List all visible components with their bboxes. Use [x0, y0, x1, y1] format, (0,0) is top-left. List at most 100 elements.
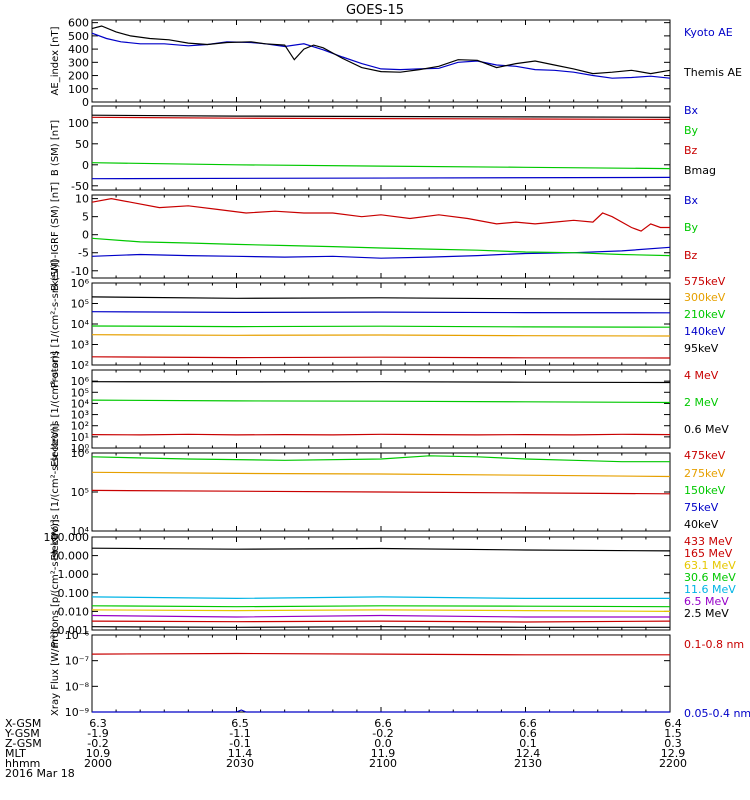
y-tick-label: 10⁶ [71, 277, 90, 290]
legend-entry: Bx [684, 104, 699, 117]
y-tick-label: 10⁵ [71, 386, 89, 399]
y-tick-label: 10⁻⁹ [65, 706, 89, 719]
y-axis-label: Electrons [1/(cm²-s-sr-keV)] [50, 423, 61, 560]
series-line-themis-ae [91, 25, 671, 75]
y-tick-label: 500 [68, 30, 89, 43]
y-tick-label: 10¹ [71, 431, 89, 444]
footer-row-label: X-GSM [5, 717, 41, 730]
footer-value: -1.1 [229, 727, 250, 740]
footer-value: 11.9 [371, 747, 396, 760]
footer-value: 6.3 [89, 717, 107, 730]
series-line-by [91, 237, 671, 257]
legend-entry: By [684, 221, 699, 234]
footer-row-label: hhmm [5, 757, 40, 770]
footer-row-label: Y-GSM [4, 727, 40, 740]
series-line-bx [91, 176, 671, 180]
series-line-575kev [91, 296, 671, 300]
series-line-2-5-mev [91, 626, 670, 628]
series-line-475kev [91, 489, 671, 495]
series-line-kyoto-ae [91, 32, 671, 79]
footer-value: 1.5 [664, 727, 682, 740]
series-line-6-5-mev [91, 614, 670, 618]
legend-entry: 140keV [684, 325, 726, 338]
y-tick-label: -5 [78, 247, 89, 260]
y-tick-label: -50 [71, 180, 89, 193]
series-line-bmag [91, 114, 671, 118]
footer-value: 12.4 [516, 747, 541, 760]
y-tick-label: 10⁴ [71, 525, 90, 538]
panel-frame [91, 282, 671, 366]
orbit-footer: X-GSM 6.3 6.5 6.6 6.6 6.4 Y-GSM -1.9 -1.1 -0.2 0.6… [4, 717, 687, 780]
footer-value: 2000 [84, 757, 112, 770]
series-line-11-6-mev [91, 596, 670, 600]
legend-entry: 63.1 MeV [684, 559, 736, 572]
y-tick-label: 0.010 [58, 605, 90, 618]
series-line-63-1-mev [91, 609, 671, 613]
legend-entry: 433 MeV [684, 535, 733, 548]
y-tick-label: 10³ [71, 409, 89, 422]
y-axis-label: Protons [1/(cm²-s-sr-keV)] [50, 260, 61, 388]
panel-frame [91, 19, 671, 103]
legend-entry: 95keV [684, 342, 719, 355]
footer-value: 11.4 [228, 747, 253, 760]
footer-row-label: Z-GSM [5, 737, 42, 750]
footer-value: -0.2 [87, 737, 108, 750]
y-tick-label: 0.100 [58, 587, 90, 600]
footer-value: 0.3 [664, 737, 682, 750]
footer-row-label: MLT [5, 747, 26, 760]
y-tick-label: 10³ [71, 339, 89, 352]
legend-entry: 0.05-0.4 nm [684, 707, 750, 720]
legend-entry: 165 MeV [684, 547, 733, 560]
legend-entry: 40keV [684, 518, 719, 531]
series-line-300kev [91, 334, 671, 337]
y-tick-label: 1.000 [58, 568, 90, 581]
footer-value: 0.0 [374, 737, 392, 750]
series-line-210kev [91, 325, 671, 328]
y-tick-label: 10.000 [51, 550, 90, 563]
footer-value: 2100 [369, 757, 397, 770]
series-line-0-1-0-8-nm [91, 652, 670, 656]
legend-entry: By [684, 124, 699, 137]
footer-value: 2130 [514, 757, 542, 770]
series-line-433-mev [91, 547, 671, 552]
series-line-95kev [91, 356, 671, 359]
y-axis-label: AE_index [nT] [50, 26, 61, 95]
y-axis-label: B (SM) [nT] [50, 120, 61, 176]
legend-entry: 2 MeV [684, 396, 719, 409]
footer-value: 0.1 [519, 737, 537, 750]
panel-frame [91, 634, 671, 713]
legend-entry: 575keV [684, 275, 726, 288]
y-tick-label: 10⁻⁷ [65, 655, 89, 668]
legend-entry: 150keV [684, 484, 726, 497]
y-tick-label: 200 [68, 70, 89, 83]
y-tick-label: 100 [68, 117, 89, 130]
series-line-150kev [91, 455, 670, 463]
series-line-165-mev [91, 620, 671, 623]
legend-entry: Bmag [684, 164, 716, 177]
footer-value: 2030 [226, 757, 254, 770]
footer-date: 2016 Mar 18 [5, 767, 75, 780]
y-tick-label: 10⁴ [71, 318, 90, 331]
legend-entry: 300keV [684, 291, 726, 304]
legend-entry: 0.1-0.8 nm [684, 638, 744, 651]
y-tick-label: 50 [75, 138, 89, 151]
y-tick-label: 10⁶ [71, 447, 90, 460]
y-axis-label: Protons [p/(cm²-s-sr-keV)] [50, 519, 61, 647]
footer-value: 0.6 [519, 727, 537, 740]
y-tick-label: 5 [82, 211, 89, 224]
series-line-140kev [91, 311, 671, 314]
panel-frame [91, 194, 671, 279]
footer-value: -0.2 [372, 727, 393, 740]
y-tick-label: 300 [68, 56, 89, 69]
footer-value: -1.9 [87, 727, 108, 740]
panel-7: 10⁻⁹ 10⁻⁸ 10⁻⁷ 10⁻⁶ Xray Flux [W/m²] 0.1-0.8 … [50, 629, 750, 720]
y-axis-label: Electrons [1/(cm²-s-sr)] [50, 351, 61, 467]
y-tick-label: 0.001 [58, 624, 90, 637]
footer-value: 6.5 [231, 717, 249, 730]
legend-entry: 4 MeV [684, 369, 719, 382]
chart-title: GOES-15 [346, 3, 404, 18]
y-tick-label: 10⁴ [71, 397, 90, 410]
